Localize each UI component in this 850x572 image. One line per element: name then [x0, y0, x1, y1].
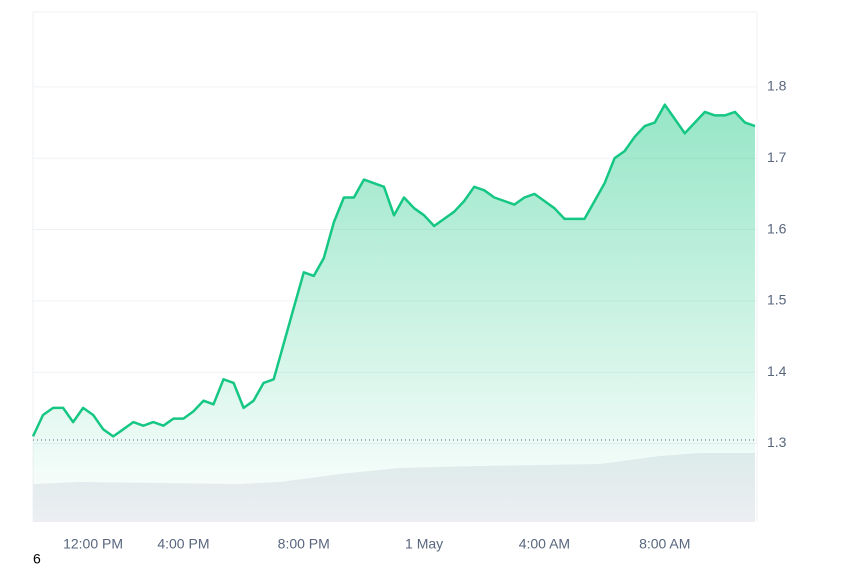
- y-tick-label: 1.4: [767, 363, 787, 379]
- y-tick-label: 1.6: [767, 220, 787, 236]
- y-tick-label: 1.7: [767, 149, 787, 165]
- y-tick-label: 1.3: [767, 434, 787, 450]
- x-tick-label: 12:00 PM: [63, 536, 123, 552]
- x-tick-label: 4:00 PM: [157, 536, 209, 552]
- x-tick-label: 8:00 PM: [278, 536, 330, 552]
- x-tick-label: 1 May: [405, 536, 443, 552]
- area-fill: [33, 104, 755, 522]
- y-tick-label: 1.8: [767, 78, 787, 94]
- price-line: [31, 103, 756, 438]
- y-tick-label: 1.5: [767, 292, 787, 308]
- x-tick-label: 4:00 AM: [519, 536, 570, 552]
- page-label: 6: [33, 551, 41, 567]
- x-tick-label: 8:00 AM: [639, 536, 690, 552]
